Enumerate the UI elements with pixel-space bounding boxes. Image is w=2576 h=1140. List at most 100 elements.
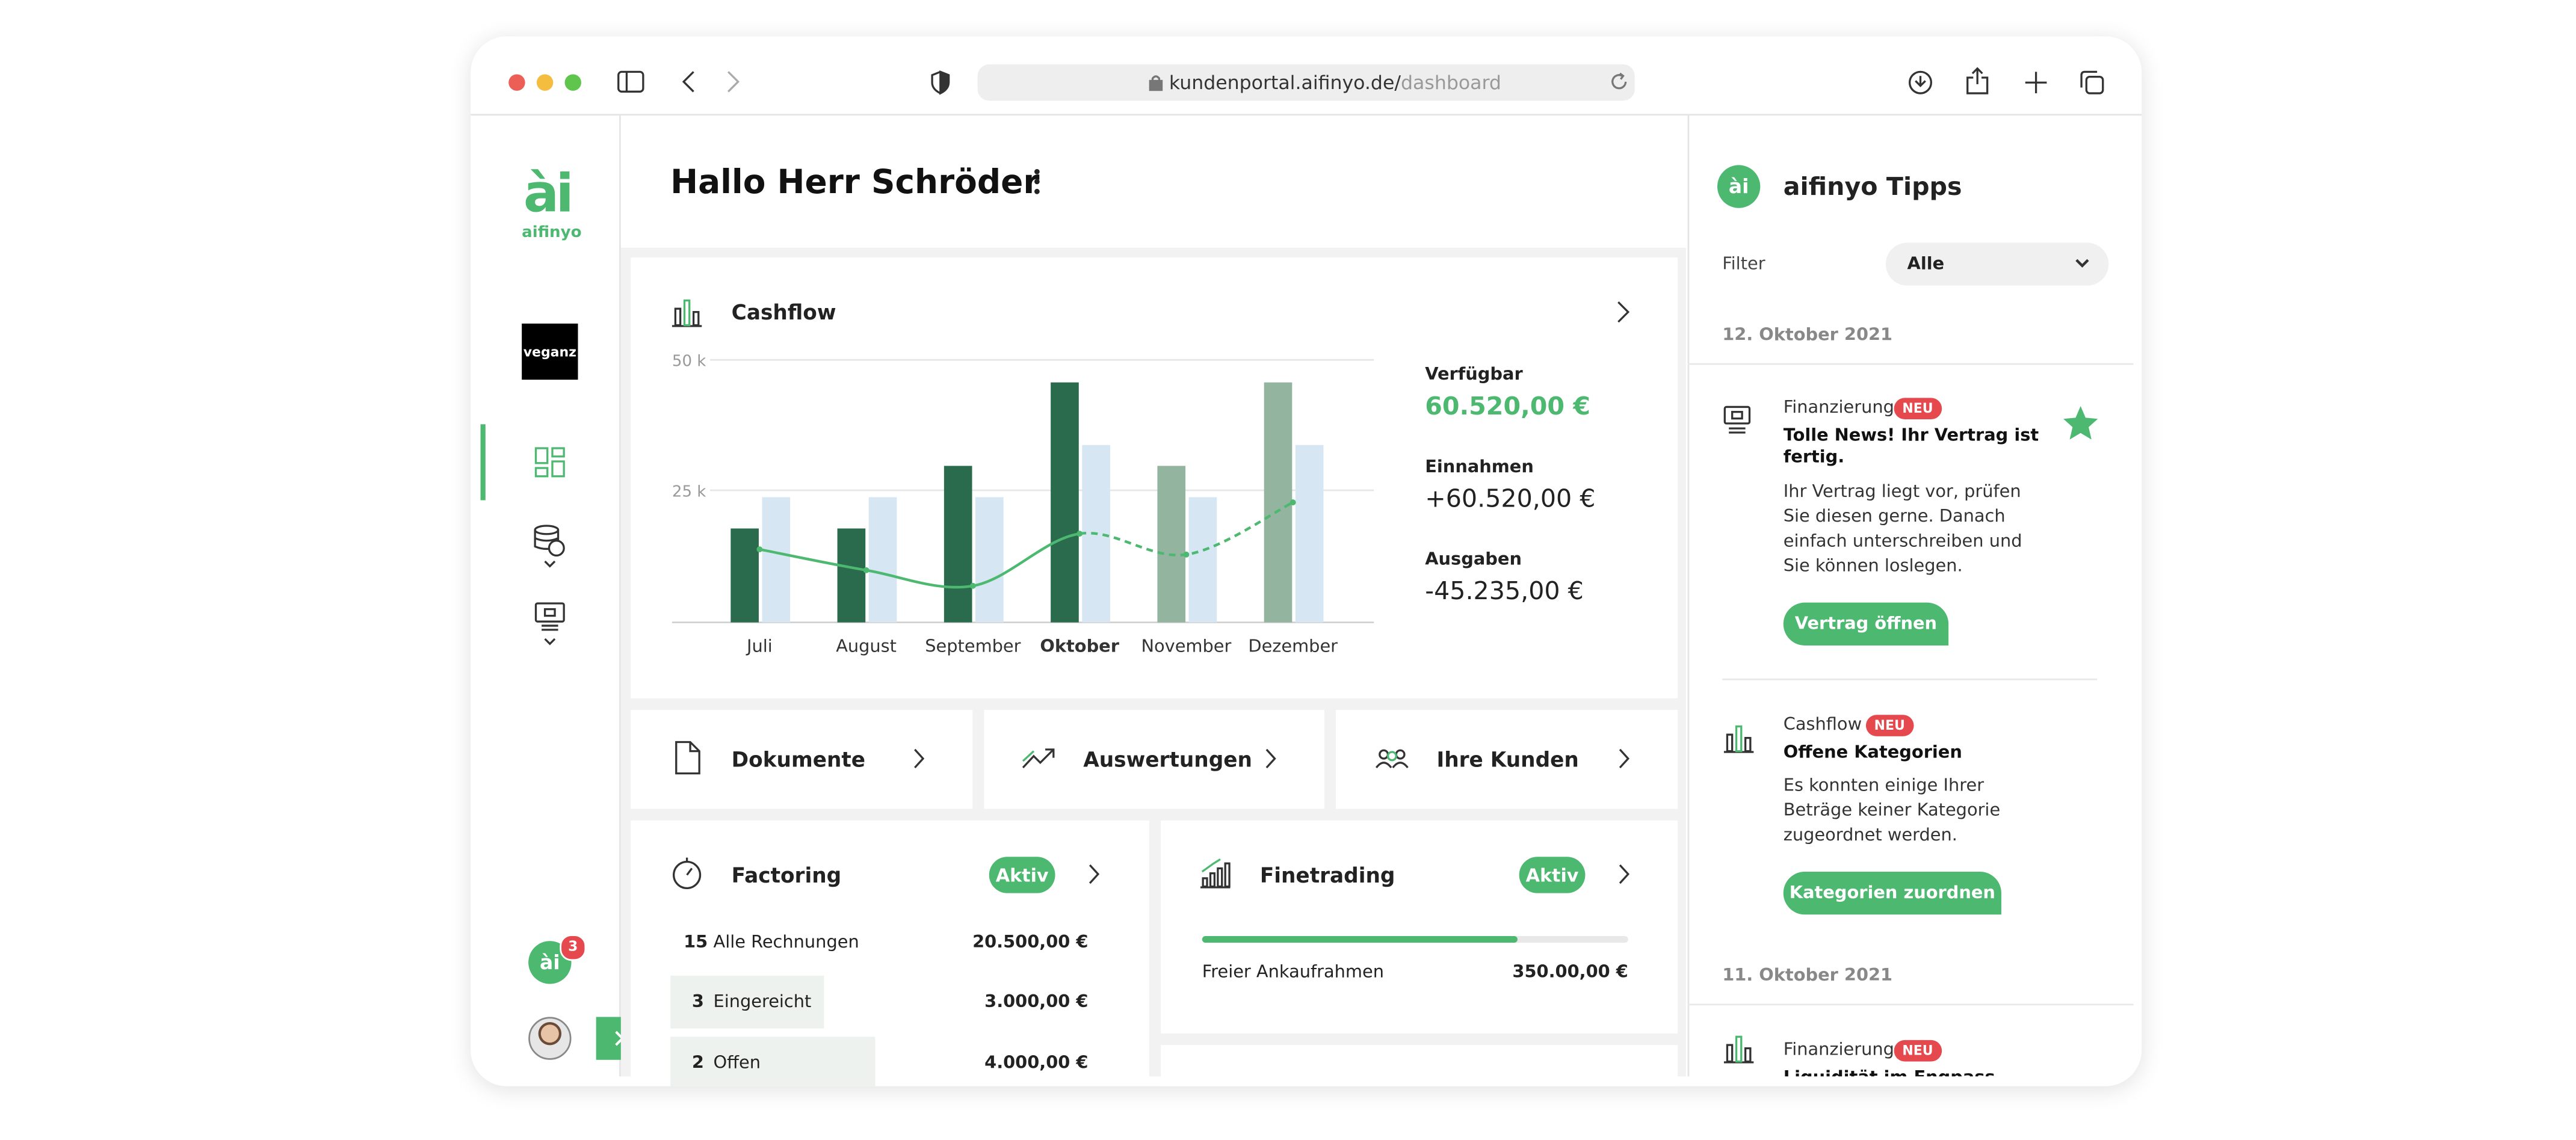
brand-logo[interactable]: veganz <box>522 323 578 380</box>
tabs-button[interactable] <box>2080 70 2104 94</box>
address-bar[interactable] <box>977 64 1635 101</box>
card-title: Finetrading <box>1259 862 1395 888</box>
cashflow-card <box>631 257 1678 698</box>
favorite-star[interactable] <box>2063 405 2098 440</box>
tile-label: Auswertungen <box>1083 747 1252 772</box>
nav-dashboard[interactable] <box>534 447 565 478</box>
separator <box>1722 678 2098 680</box>
new-tab-button[interactable] <box>2024 71 2047 94</box>
tile[interactable] <box>984 710 1324 809</box>
stat-value: +60.520,00 € <box>1425 484 1596 514</box>
x-tick-label: Oktober <box>1040 636 1119 656</box>
progress-label: Freier Ankaufrahmen <box>1202 962 1384 982</box>
row-amount: 4.000,00 € <box>984 1053 1089 1073</box>
nav-finance[interactable] <box>533 525 566 572</box>
chevron[interactable] <box>1088 863 1100 885</box>
reports-icon <box>1022 748 1055 769</box>
line-point <box>969 582 976 589</box>
stat-label: Verfügbar <box>1425 365 1523 385</box>
factoring-icon <box>672 857 702 890</box>
finetrading-card <box>1161 820 1678 1034</box>
filter-dropdown[interactable] <box>1885 242 2109 286</box>
row-label: Alle Rechnungen <box>713 932 859 953</box>
stat-label: Ausgaben <box>1425 549 1522 570</box>
tip-text: Ihr Vertrag liegt vor, prüfen Sie diesen… <box>1783 482 2022 576</box>
avatar[interactable] <box>528 1017 572 1060</box>
line-point <box>1183 551 1190 558</box>
browser-window: kundenportal.aifinyo.de/dashboard ài aif… <box>471 36 2142 1086</box>
stat-value: 60.520,00 € <box>1425 391 1591 421</box>
new-badge: NEU <box>1865 715 1913 736</box>
documents-icon <box>675 741 700 775</box>
bar <box>1188 497 1217 623</box>
url: kundenportal.aifinyo.de/dashboard <box>1169 71 1501 94</box>
downloads-button[interactable] <box>1909 70 1932 94</box>
cashflow-open[interactable] <box>1617 300 1630 323</box>
chevron[interactable] <box>1618 863 1630 885</box>
bar <box>944 466 972 623</box>
url-path: dashboard <box>1401 71 1501 94</box>
line-point <box>1290 499 1296 506</box>
more-menu[interactable] <box>1034 168 1040 195</box>
logo-mark[interactable]: ài <box>523 161 574 225</box>
tip-category: Finanzierung <box>1783 1040 1894 1060</box>
card <box>1161 1045 1678 1086</box>
line-point <box>1076 531 1083 537</box>
tile[interactable] <box>631 710 973 809</box>
sidebar-toggle[interactable] <box>617 70 644 93</box>
status-pill: Aktiv <box>989 857 1055 893</box>
row-label: Offen <box>713 1053 761 1073</box>
progress-amount: 350.00,00 € <box>1512 962 1628 982</box>
reload-button[interactable] <box>1610 72 1628 91</box>
x-tick-label: Juli <box>746 636 773 656</box>
new-badge: NEU <box>1894 398 1942 420</box>
nav-contracts[interactable] <box>534 602 565 649</box>
tip-category: Finanzierung <box>1783 398 1894 418</box>
zoom-button[interactable] <box>564 74 581 91</box>
tip-title: Offene Kategorien <box>1783 742 1962 763</box>
row-amount: 20.500,00 € <box>972 932 1089 953</box>
row-label: Eingereicht <box>713 992 812 1012</box>
bar <box>837 528 866 623</box>
bar <box>975 497 1004 623</box>
chevron <box>1265 748 1276 769</box>
lock-icon <box>1149 75 1163 91</box>
stat-value: -45.235,00 € <box>1425 576 1584 606</box>
back-button[interactable] <box>682 71 695 93</box>
row-highlight <box>670 1037 876 1086</box>
toolbar <box>471 36 2142 116</box>
bar <box>1157 466 1186 623</box>
bar <box>1264 382 1293 623</box>
tip-button[interactable]: Kategorien zuordnen <box>1783 871 2001 915</box>
forward-button[interactable] <box>726 71 740 93</box>
minimize-button[interactable] <box>536 74 554 91</box>
tip-button[interactable]: Vertrag öffnen <box>1783 602 1949 645</box>
date-header: 11. Oktober 2021 <box>1722 966 1893 986</box>
dropdown-chevron <box>2075 259 2089 268</box>
tips-logo: ài <box>1717 165 1761 208</box>
chevron <box>1619 748 1630 769</box>
share-button[interactable] <box>1966 67 1989 94</box>
row-count: 3 <box>691 992 704 1012</box>
privacy-icon[interactable] <box>931 70 950 95</box>
tip-icon <box>1723 1035 1754 1064</box>
card-title: Factoring <box>731 862 842 888</box>
panel-title: aifinyo Tipps <box>1783 171 1962 202</box>
bar <box>1051 382 1079 623</box>
row-amount: 3.000,00 € <box>984 992 1089 1012</box>
date-header: 12. Oktober 2021 <box>1722 325 1893 345</box>
separator <box>1687 363 2134 365</box>
filter-value: Alle <box>1907 254 1945 274</box>
bar <box>730 528 759 623</box>
tile-label: Dokumente <box>731 747 866 772</box>
close-button[interactable] <box>508 74 525 91</box>
tip-text: Es konnten einige Ihrer Beträge keiner K… <box>1783 775 2001 846</box>
tile-label: Ihre Kunden <box>1436 747 1579 772</box>
chevron <box>914 748 925 769</box>
stat-label: Einnahmen <box>1425 457 1534 478</box>
row-count: 2 <box>691 1053 704 1073</box>
line-point <box>863 567 869 573</box>
row-count: 15 <box>684 932 708 953</box>
